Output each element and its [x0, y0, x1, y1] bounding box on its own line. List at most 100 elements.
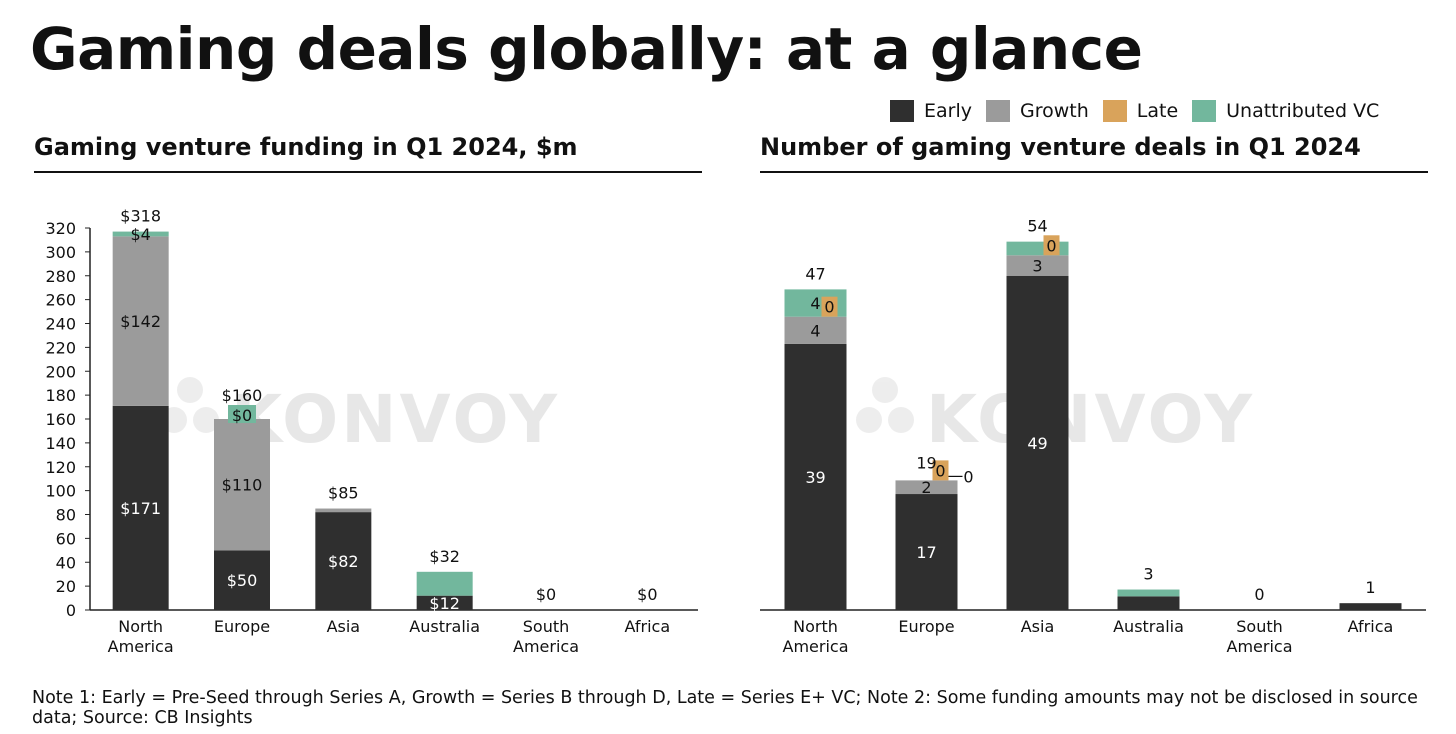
legend-item-unattributed: Unattributed VC [1192, 100, 1379, 122]
page-title: Gaming deals globally: at a glance [30, 15, 1143, 83]
right-chart-title: Number of gaming venture deals in Q1 202… [760, 134, 1361, 160]
left-title-rule [34, 171, 702, 173]
bar-growth [315, 508, 372, 513]
category-label: America [1227, 637, 1293, 656]
y-tick-label: 80 [56, 506, 76, 525]
total-label: $85 [328, 484, 359, 503]
watermark-logo-dot-left [856, 407, 882, 433]
data-label: 4 [810, 321, 820, 340]
y-tick-label: 240 [45, 315, 76, 334]
data-label: 0 [935, 461, 945, 480]
watermark-logo-dot-top [177, 377, 203, 403]
bar-early [1117, 596, 1180, 610]
y-tick-label: 40 [56, 553, 76, 572]
bar-unattributed-vc [112, 231, 169, 237]
data-label: 49 [1027, 434, 1047, 453]
legend-label-growth: Growth [1019, 100, 1089, 122]
data-label: $110 [222, 476, 263, 495]
y-tick-label: 100 [45, 482, 76, 501]
data-label: $0 [232, 406, 252, 425]
bar-unattributed-vc [1117, 589, 1180, 597]
category-label: Africa [625, 617, 671, 636]
legend-label-early: Early [924, 100, 972, 122]
bar-growth [112, 236, 169, 406]
funding-chart: 0 20 40 60 80 100 120 140 160 180 200 220 240 260 280 3… [45, 207, 698, 656]
unattributed-marker [228, 405, 256, 423]
left-chart-title-unit: $m [535, 133, 578, 161]
late-marker [1043, 235, 1060, 256]
total-label: $0 [536, 585, 556, 604]
data-label: 3 [1032, 257, 1042, 276]
legend-item-growth: Growth [985, 100, 1089, 122]
data-label: $142 [120, 312, 161, 331]
bar-early [112, 405, 169, 610]
data-label: $82 [328, 552, 359, 571]
category-label: America [513, 637, 579, 656]
total-label: $32 [429, 547, 460, 566]
y-tick-label: 60 [56, 529, 76, 548]
bar-early [1339, 603, 1402, 610]
watermark-2: KONVOY [856, 377, 1255, 458]
y-tick-label: 280 [45, 267, 76, 286]
legend-label-late: Late [1136, 100, 1179, 122]
data-label: $50 [227, 571, 258, 590]
category-label: Australia [409, 617, 480, 636]
data-label: 17 [916, 543, 936, 562]
bar-early [416, 595, 473, 610]
legend-label-unattributed: Unattributed VC [1226, 100, 1380, 122]
bar-growth [784, 316, 847, 344]
legend-swatch-late [1102, 100, 1127, 122]
total-label: 54 [1027, 217, 1047, 236]
y-tick-label: 0 [66, 601, 76, 620]
data-label: 0 [963, 467, 973, 486]
total-label: 0 [1254, 585, 1264, 604]
y-tick-label: 140 [45, 434, 76, 453]
y-tick-label: 20 [56, 577, 76, 596]
y-tick-label: 180 [45, 386, 76, 405]
y-tick-label: 220 [45, 338, 76, 357]
legend-swatch-growth [985, 100, 1010, 122]
total-label: $318 [120, 207, 161, 226]
bar-growth [1006, 255, 1069, 276]
bar-early [1006, 275, 1069, 610]
data-label: 0 [1046, 236, 1056, 255]
watermark-logo-dot-top [872, 377, 898, 403]
y-tick-label: 300 [45, 243, 76, 262]
bar-early [895, 494, 958, 610]
bar-early [784, 343, 847, 610]
category-label: Asia [1021, 617, 1055, 636]
y-tick-label: 160 [45, 410, 76, 429]
bar-growth [895, 480, 958, 495]
left-chart-title-main: Gaming venture funding in Q1 2024, [34, 133, 528, 161]
data-label: 2 [921, 478, 931, 497]
category-label: South [1236, 617, 1283, 636]
y-tick-label: 120 [45, 458, 76, 477]
right-title-rule [760, 171, 1428, 173]
legend: Early Growth Late Unattributed VC [890, 98, 1379, 124]
data-label: $4 [130, 225, 150, 244]
data-label: $12 [429, 594, 460, 613]
y-tick-label: 260 [45, 291, 76, 310]
watermark-logo-dot-right [888, 407, 914, 433]
data-label: 0 [824, 298, 834, 317]
legend-item-early: Early [890, 100, 972, 122]
total-label: 1 [1365, 578, 1375, 597]
total-label: 19 [916, 453, 936, 472]
late-marker [821, 296, 838, 317]
bar-growth [214, 419, 270, 551]
legend-item-late: Late [1102, 100, 1179, 122]
category-label: Africa [1348, 617, 1394, 636]
footnote: Note 1: Early = Pre-Seed through Series … [32, 688, 1418, 728]
watermark-text: KONVOY [926, 381, 1255, 458]
total-label: 47 [805, 264, 825, 283]
total-label: $160 [222, 386, 263, 405]
total-label: 3 [1143, 565, 1153, 584]
y-tick-label: 320 [45, 219, 76, 238]
category-label: Asia [327, 617, 361, 636]
category-label: America [783, 637, 849, 656]
category-label: Europe [898, 617, 954, 636]
watermark-text: KONVOY [231, 381, 560, 458]
category-label: Australia [1113, 617, 1184, 636]
